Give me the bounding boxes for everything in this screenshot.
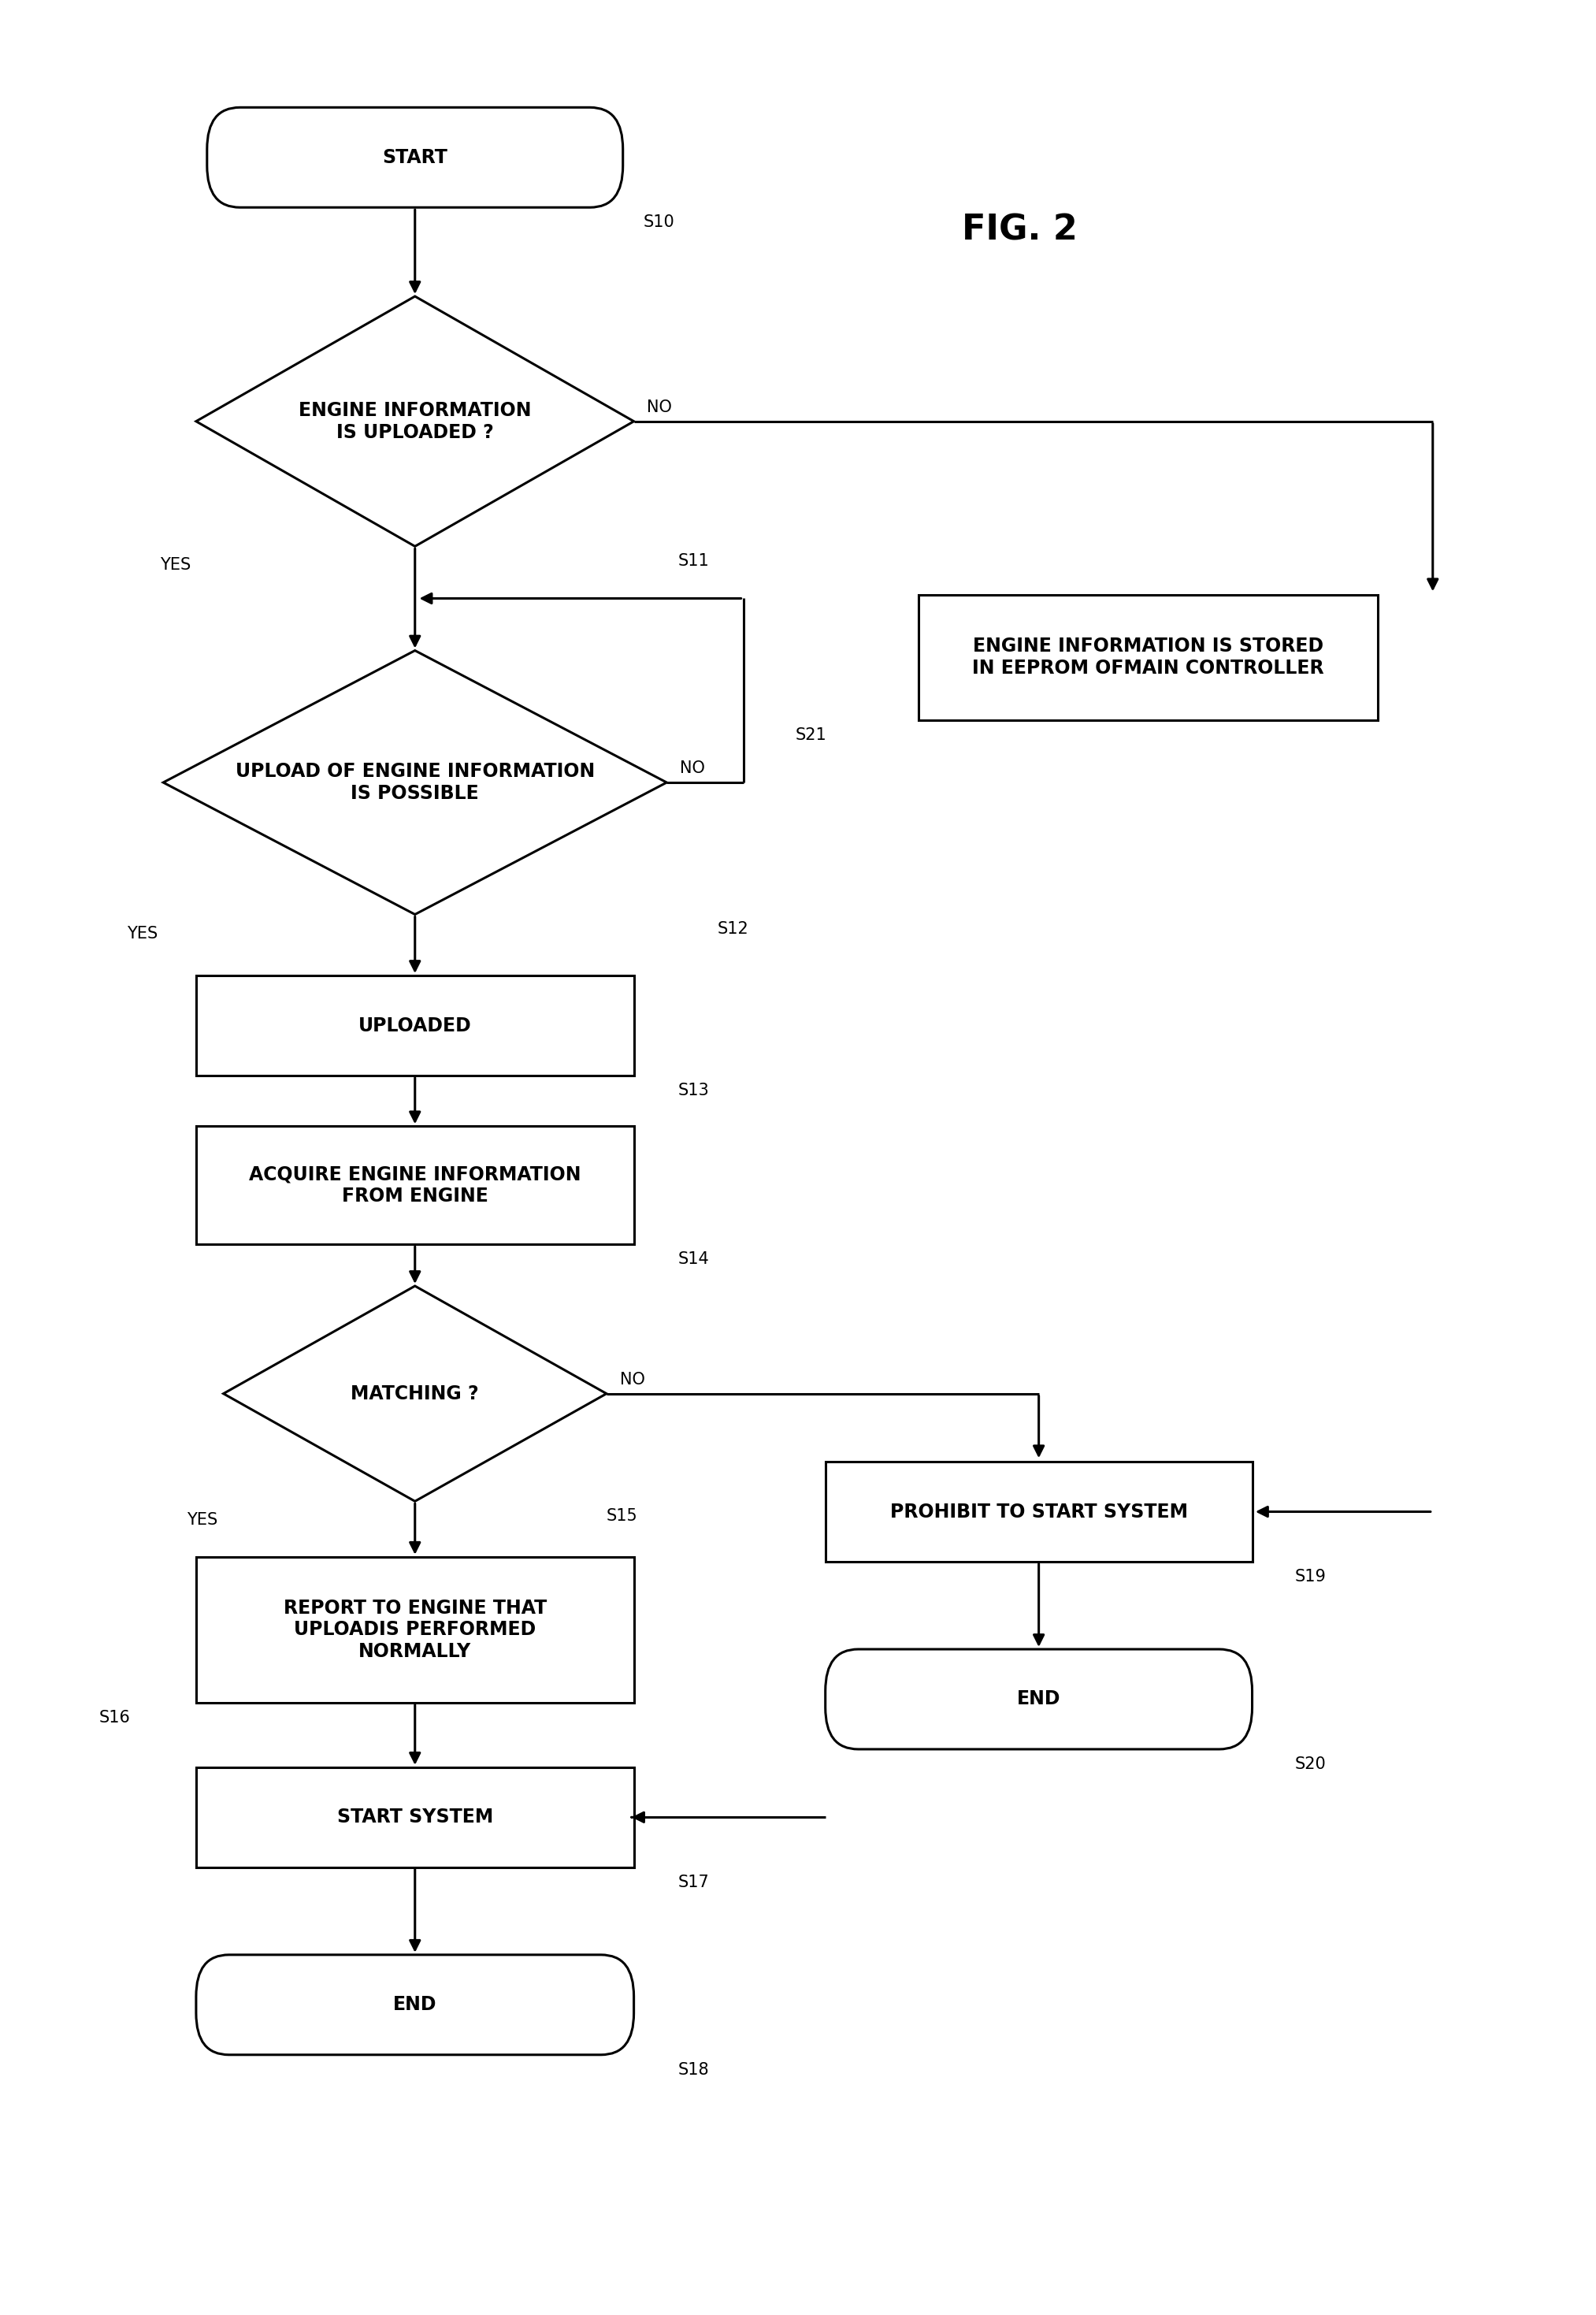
Text: END: END bbox=[393, 1996, 437, 2014]
Text: REPORT TO ENGINE THAT
UPLOADIS PERFORMED
NORMALLY: REPORT TO ENGINE THAT UPLOADIS PERFORMED… bbox=[284, 1597, 546, 1662]
Text: S14: S14 bbox=[678, 1252, 709, 1266]
Text: FIG. 2: FIG. 2 bbox=[962, 213, 1077, 248]
Text: ENGINE INFORMATION IS STORED
IN EEPROM OFMAIN CONTROLLER: ENGINE INFORMATION IS STORED IN EEPROM O… bbox=[972, 637, 1325, 678]
Text: YES: YES bbox=[187, 1512, 219, 1528]
Text: NO: NO bbox=[619, 1373, 645, 1387]
Text: S13: S13 bbox=[678, 1083, 709, 1097]
Text: ENGINE INFORMATION
IS UPLOADED ?: ENGINE INFORMATION IS UPLOADED ? bbox=[298, 400, 531, 442]
Bar bbox=[196, 975, 634, 1076]
Text: END: END bbox=[1017, 1690, 1061, 1708]
Text: YES: YES bbox=[160, 558, 190, 574]
Text: S16: S16 bbox=[99, 1708, 131, 1725]
Polygon shape bbox=[163, 651, 667, 914]
Polygon shape bbox=[223, 1287, 606, 1502]
Bar bbox=[825, 1461, 1253, 1563]
Text: S17: S17 bbox=[678, 1875, 709, 1889]
Text: S20: S20 bbox=[1294, 1757, 1326, 1771]
Text: S12: S12 bbox=[717, 921, 749, 938]
Text: S11: S11 bbox=[678, 553, 709, 569]
Text: MATCHING ?: MATCHING ? bbox=[351, 1384, 479, 1403]
Text: ACQUIRE ENGINE INFORMATION
FROM ENGINE: ACQUIRE ENGINE INFORMATION FROM ENGINE bbox=[249, 1164, 581, 1206]
Text: UPLOAD OF ENGINE INFORMATION
IS POSSIBLE: UPLOAD OF ENGINE INFORMATION IS POSSIBLE bbox=[235, 762, 595, 803]
Text: START: START bbox=[383, 148, 447, 167]
Bar bbox=[918, 595, 1377, 720]
FancyBboxPatch shape bbox=[196, 1954, 634, 2056]
Bar bbox=[196, 1558, 634, 1704]
Text: S21: S21 bbox=[795, 727, 827, 743]
Bar bbox=[196, 1127, 634, 1245]
Polygon shape bbox=[196, 296, 634, 546]
Text: PROHIBIT TO START SYSTEM: PROHIBIT TO START SYSTEM bbox=[891, 1502, 1187, 1521]
Text: UPLOADED: UPLOADED bbox=[359, 1016, 471, 1035]
Text: S19: S19 bbox=[1294, 1570, 1326, 1583]
Text: S15: S15 bbox=[606, 1509, 638, 1523]
FancyBboxPatch shape bbox=[207, 106, 622, 208]
Text: START SYSTEM: START SYSTEM bbox=[337, 1808, 493, 1827]
Text: NO: NO bbox=[680, 762, 705, 776]
Text: YES: YES bbox=[126, 926, 158, 942]
Bar bbox=[196, 1766, 634, 1868]
Text: NO: NO bbox=[646, 400, 672, 414]
Text: S18: S18 bbox=[678, 2063, 709, 2077]
FancyBboxPatch shape bbox=[825, 1648, 1253, 1750]
Text: S10: S10 bbox=[643, 215, 675, 229]
